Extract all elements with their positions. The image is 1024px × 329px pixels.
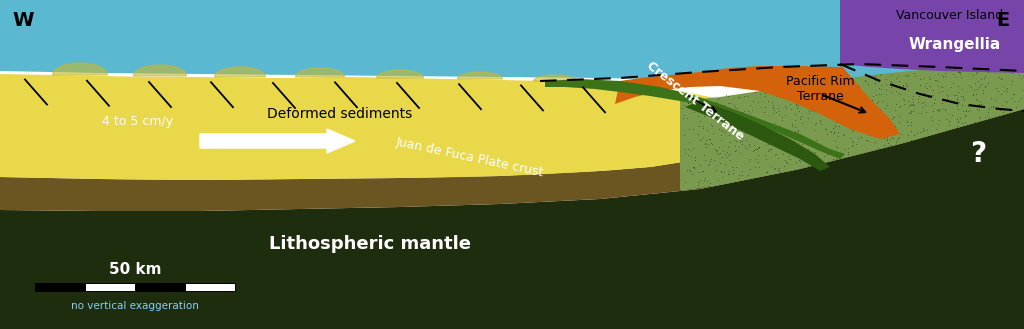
Polygon shape	[680, 34, 1024, 191]
FancyArrow shape	[200, 129, 355, 153]
Text: 4 to 5 cm/y: 4 to 5 cm/y	[102, 114, 173, 128]
Polygon shape	[458, 72, 503, 79]
Bar	[35, 283, 85, 291]
Polygon shape	[52, 63, 108, 75]
Polygon shape	[133, 65, 186, 76]
Polygon shape	[615, 64, 900, 139]
Polygon shape	[840, 0, 1024, 73]
Bar	[135, 283, 185, 291]
Text: Wrangellia: Wrangellia	[909, 37, 1001, 52]
Polygon shape	[0, 0, 1024, 97]
Polygon shape	[296, 68, 344, 77]
Text: E: E	[996, 11, 1010, 30]
Text: Juan de Fuca Plate crust: Juan de Fuca Plate crust	[395, 135, 545, 179]
Polygon shape	[0, 74, 730, 180]
Text: ?: ?	[970, 140, 986, 168]
Text: Crescent Terrane: Crescent Terrane	[644, 59, 746, 143]
Text: Vancouver Island: Vancouver Island	[896, 9, 1004, 22]
Polygon shape	[214, 67, 265, 77]
Text: Pacific Rim
Terrane: Pacific Rim Terrane	[785, 75, 854, 103]
Text: W: W	[12, 11, 34, 30]
Polygon shape	[0, 109, 1024, 329]
Text: 50 km: 50 km	[109, 262, 161, 277]
Text: no vertical exaggeration: no vertical exaggeration	[71, 301, 199, 311]
Text: Lithospheric mantle: Lithospheric mantle	[269, 235, 471, 253]
Bar	[85, 283, 135, 291]
Bar	[185, 283, 234, 291]
Polygon shape	[685, 101, 830, 171]
Polygon shape	[377, 70, 424, 78]
Text: Deformed sediments: Deformed sediments	[267, 107, 413, 121]
Polygon shape	[0, 34, 1024, 211]
Polygon shape	[534, 75, 577, 81]
Polygon shape	[545, 79, 845, 159]
